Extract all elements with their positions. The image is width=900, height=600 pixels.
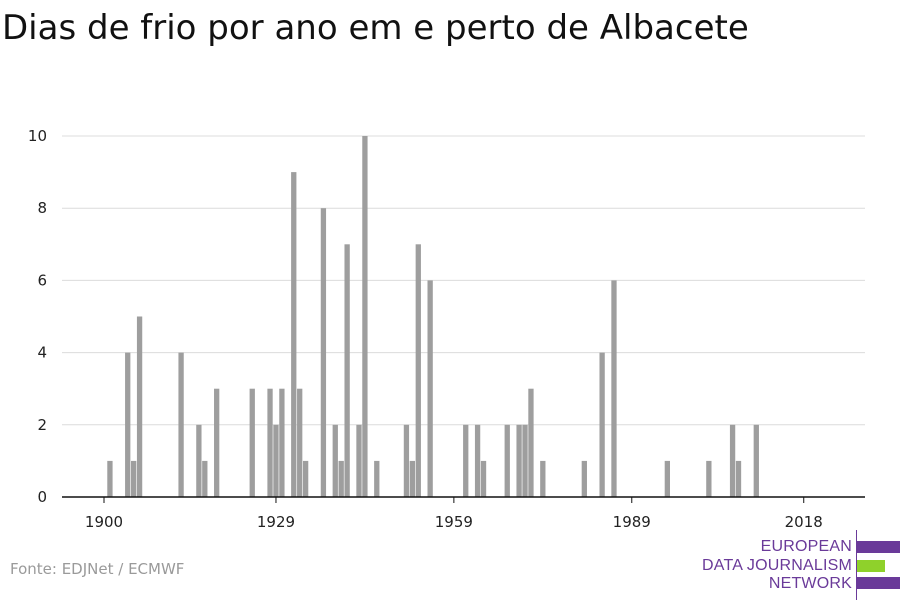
x-tick-label: 1989 [613, 513, 651, 531]
bar[interactable] [664, 460, 670, 497]
x-ticks: 1900 1929 1959 1989 2018 [85, 497, 823, 531]
bar[interactable] [528, 388, 534, 497]
bar[interactable] [753, 424, 759, 497]
y-tick-label: 2 [37, 416, 47, 434]
bar[interactable] [202, 460, 208, 497]
bar[interactable] [729, 424, 736, 497]
bar[interactable] [214, 388, 220, 497]
y-tick-label: 6 [37, 271, 47, 289]
bar[interactable] [409, 460, 416, 497]
bar[interactable] [611, 280, 617, 497]
bar[interactable] [474, 424, 481, 497]
bar[interactable] [291, 172, 297, 497]
bar[interactable] [338, 460, 344, 497]
logo-bar-bottom [857, 577, 900, 589]
y-tick-label: 0 [37, 488, 47, 506]
logo-line-3: NETWORK [768, 575, 852, 592]
bar[interactable] [356, 424, 362, 497]
bar[interactable] [735, 460, 742, 497]
bars [107, 136, 759, 497]
x-tick-label: 2018 [785, 513, 823, 531]
bar[interactable] [249, 388, 255, 497]
logo-bar-middle [857, 560, 885, 572]
bar[interactable] [320, 208, 327, 497]
bar[interactable] [196, 424, 202, 497]
y-tick-label: 8 [37, 199, 47, 217]
logo-bar-top [857, 541, 900, 553]
bar[interactable] [131, 460, 137, 497]
bar[interactable] [463, 424, 469, 497]
bar[interactable] [178, 352, 184, 497]
logo-line-1: EUROPEAN [760, 538, 852, 555]
edjnet-logo[interactable]: EUROPEAN DATA JOURNALISM NETWORK [700, 530, 900, 600]
bar[interactable] [107, 460, 113, 497]
bar[interactable] [125, 352, 131, 497]
x-tick-label: 1959 [435, 513, 473, 531]
bar[interactable] [706, 460, 712, 497]
bar[interactable] [522, 424, 528, 497]
bar[interactable] [273, 424, 279, 497]
bar[interactable] [540, 460, 546, 497]
chart-title: Dias de frio por ano em e perto de Albac… [2, 8, 749, 48]
bar[interactable] [267, 388, 273, 497]
bar[interactable] [374, 460, 380, 497]
source-note: Fonte: EDJNet / ECMWF [10, 560, 185, 578]
bar[interactable] [302, 460, 309, 497]
bar[interactable] [279, 388, 285, 497]
bar-chart: 0 2 4 6 8 10 1900 1929 1959 1989 2018 [28, 127, 865, 531]
logo-text: EUROPEAN DATA JOURNALISM NETWORK [702, 538, 852, 594]
logo-divider [856, 530, 857, 600]
bar[interactable] [599, 352, 605, 497]
y-tick-labels: 0 2 4 6 8 10 [28, 127, 47, 506]
x-tick-label: 1929 [257, 513, 295, 531]
bar[interactable] [415, 244, 421, 497]
bar[interactable] [344, 244, 350, 497]
bar[interactable] [516, 424, 522, 497]
bar[interactable] [504, 424, 510, 497]
x-tick-label: 1900 [85, 513, 123, 531]
bar[interactable] [297, 388, 303, 497]
y-tick-label: 10 [28, 127, 47, 145]
bar[interactable] [136, 316, 143, 498]
y-tick-label: 4 [37, 344, 47, 362]
bar[interactable] [480, 460, 487, 497]
bar[interactable] [362, 136, 368, 497]
bar[interactable] [403, 424, 410, 497]
logo-line-2: DATA JOURNALISM [702, 556, 852, 574]
bar[interactable] [427, 280, 433, 497]
bar[interactable] [332, 424, 338, 497]
bar[interactable] [581, 460, 587, 497]
